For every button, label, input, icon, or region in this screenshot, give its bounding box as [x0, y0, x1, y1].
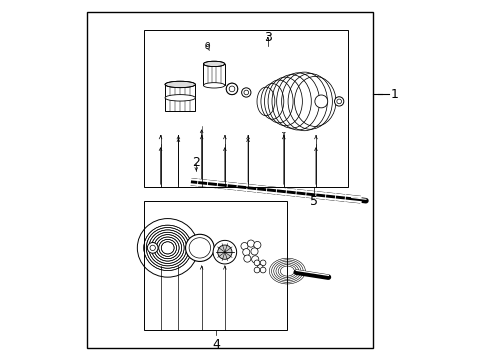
Ellipse shape — [203, 83, 224, 88]
Text: 1: 1 — [390, 88, 398, 101]
Circle shape — [242, 249, 249, 256]
Bar — [164, 85, 195, 111]
Bar — [87, 12, 372, 348]
Circle shape — [260, 260, 265, 266]
Circle shape — [334, 97, 343, 106]
Ellipse shape — [189, 238, 210, 258]
Circle shape — [226, 83, 237, 95]
Circle shape — [260, 267, 265, 273]
Ellipse shape — [137, 219, 198, 277]
Ellipse shape — [203, 61, 224, 67]
Circle shape — [150, 245, 155, 251]
Circle shape — [254, 267, 259, 273]
Text: o: o — [204, 41, 209, 50]
Circle shape — [253, 242, 261, 249]
Ellipse shape — [164, 95, 195, 101]
Circle shape — [241, 88, 250, 97]
Circle shape — [244, 255, 250, 262]
Circle shape — [254, 260, 259, 266]
Text: 2: 2 — [192, 156, 200, 168]
Bar — [144, 30, 347, 187]
Circle shape — [250, 248, 258, 255]
Bar — [203, 64, 224, 85]
Text: 5: 5 — [309, 195, 318, 208]
Circle shape — [226, 83, 237, 95]
Text: o: o — [204, 40, 209, 49]
Ellipse shape — [164, 81, 195, 87]
Circle shape — [213, 240, 236, 264]
Circle shape — [251, 256, 258, 263]
Text: 4: 4 — [212, 338, 220, 351]
Ellipse shape — [185, 234, 214, 261]
Circle shape — [336, 99, 341, 104]
Circle shape — [147, 243, 158, 253]
Polygon shape — [260, 71, 323, 132]
Circle shape — [229, 86, 234, 92]
Circle shape — [217, 245, 231, 259]
Circle shape — [257, 265, 263, 270]
Bar — [144, 202, 287, 330]
Circle shape — [247, 240, 254, 247]
Text: 3: 3 — [263, 31, 271, 44]
Circle shape — [241, 243, 247, 249]
Circle shape — [229, 86, 234, 92]
Circle shape — [244, 90, 248, 95]
Circle shape — [314, 95, 327, 108]
